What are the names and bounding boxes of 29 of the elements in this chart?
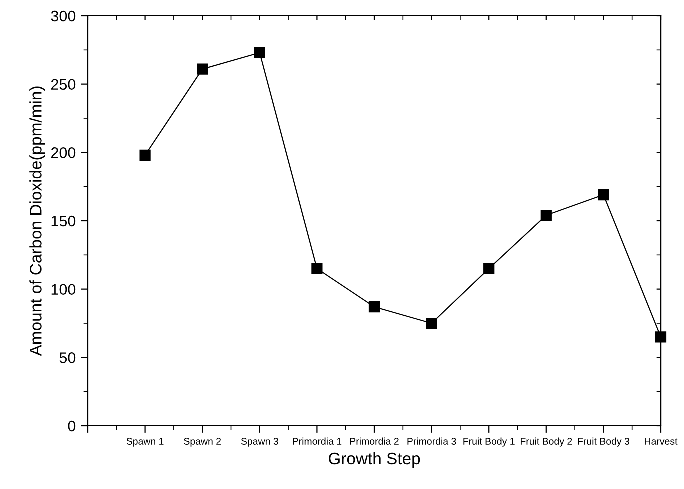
x-tick-label: Primordia 3 (408, 438, 456, 445)
x-tick-label: Fruit Body 2 (520, 438, 572, 447)
x-tick-label: Fruit Body 3 (578, 438, 630, 447)
x-tick-label: Harvest (645, 438, 678, 445)
point (312, 263, 323, 274)
x-axis-title: Growth Step (329, 452, 420, 468)
y-tick-label: 150 (52, 216, 76, 227)
y-tick-label: 200 (51, 148, 76, 158)
x-tick-label: Spawn 2 (184, 438, 222, 447)
x-tick-label: Spawn 1 (126, 438, 164, 447)
point (426, 318, 438, 330)
point (655, 332, 667, 343)
y-tick-label: 50 (60, 352, 76, 364)
point (484, 263, 495, 274)
x-tick-label: Primordia 1 (293, 438, 342, 445)
point (140, 150, 151, 161)
x-tick-label: Spawn 3 (241, 438, 278, 447)
y-tick-label: 250 (51, 79, 76, 90)
x-tick-label: Fruit Body 1 (464, 438, 515, 447)
y-tick-label: 100 (52, 284, 76, 296)
point (368, 302, 380, 313)
point (254, 47, 266, 58)
point (540, 210, 552, 222)
y-tick-label: 300 (51, 10, 76, 22)
y-tick-label: 0 (68, 420, 76, 432)
x-tick-label: Primordia 2 (350, 438, 399, 445)
point (197, 64, 208, 75)
y-axis-title: Amount of Carbon Dioxide(ppm/min) (30, 86, 46, 356)
point (598, 189, 610, 201)
